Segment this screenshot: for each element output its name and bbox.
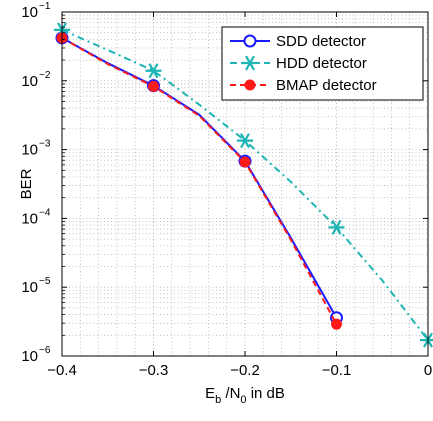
y-tick-labels: 10−110−210−310−410−510−6 — [21, 1, 51, 365]
series-bmap-detector-marker — [239, 156, 251, 168]
x-tick-labels: −0.4 −0.3 −0.2 −0.1 0 — [47, 362, 432, 379]
legend-sdd-detector: SDD detector — [230, 33, 366, 50]
legend-hdd-detector-marker-star — [242, 55, 258, 71]
series-hdd-detector-marker-star — [328, 219, 345, 235]
legend: SDD detector HDD detector BMAP detector — [221, 26, 424, 101]
x-axis-label-sub-0: 0 — [240, 394, 246, 406]
ticks — [61, 11, 429, 357]
series-layer — [54, 22, 433, 348]
series-hdd-detector-marker-star — [237, 133, 253, 149]
legend-bmap-detector-marker — [244, 79, 256, 91]
y-tick-label: 10 — [21, 348, 38, 365]
legend-sdd-detector-marker — [243, 34, 257, 48]
x-tick-label: −0.4 — [47, 362, 77, 379]
series-bmap-detector — [56, 32, 342, 330]
y-tick-label: 10 — [21, 279, 38, 296]
y-tick-label: 10 — [21, 73, 38, 90]
x-tick-label: 0 — [424, 362, 432, 379]
x-axis-label-e: E — [205, 385, 215, 402]
x-tick-label: −0.3 — [139, 362, 169, 379]
legend-bmap-detector-label: BMAP detector — [276, 77, 377, 94]
legend-hdd-detector: HDD detector — [230, 55, 367, 72]
series-hdd-detector-marker — [237, 133, 253, 149]
x-axis-label-unit: in dB — [247, 385, 285, 402]
y-tick-label-exponent: −4 — [39, 207, 51, 218]
y-tick-label-exponent: −5 — [39, 276, 51, 287]
series-hdd-detector-marker-star — [145, 63, 162, 79]
series-bmap-detector-line — [61, 37, 338, 325]
legend-hdd-detector-label: HDD detector — [276, 55, 367, 72]
series-hdd-detector-marker — [145, 63, 162, 79]
x-axis-label-n: /N — [221, 385, 240, 402]
y-tick-label: 10 — [21, 210, 38, 227]
y-tick-label: 10 — [21, 142, 38, 159]
y-axis-label: BER — [18, 168, 35, 199]
y-tick-label-exponent: −3 — [39, 139, 51, 150]
x-tick-label: −0.1 — [322, 362, 352, 379]
y-tick-label-exponent: −1 — [39, 1, 51, 12]
x-axis-label: Eb /N0 in dB — [205, 385, 285, 406]
y-tick-label: 10 — [21, 4, 38, 21]
x-axis-label-sub-b: b — [215, 394, 221, 406]
x-tick-label: −0.2 — [230, 362, 260, 379]
legend-hdd-detector-marker — [242, 55, 258, 71]
series-hdd-detector-marker — [328, 219, 345, 235]
series-bmap-detector-marker — [331, 318, 342, 330]
y-tick-label-exponent: −2 — [39, 70, 51, 81]
legend-sdd-detector-label: SDD detector — [276, 33, 366, 50]
series-bmap-detector-marker — [148, 80, 159, 92]
y-tick-label-exponent: −6 — [39, 345, 51, 356]
legend-bmap-detector: BMAP detector — [230, 77, 377, 94]
